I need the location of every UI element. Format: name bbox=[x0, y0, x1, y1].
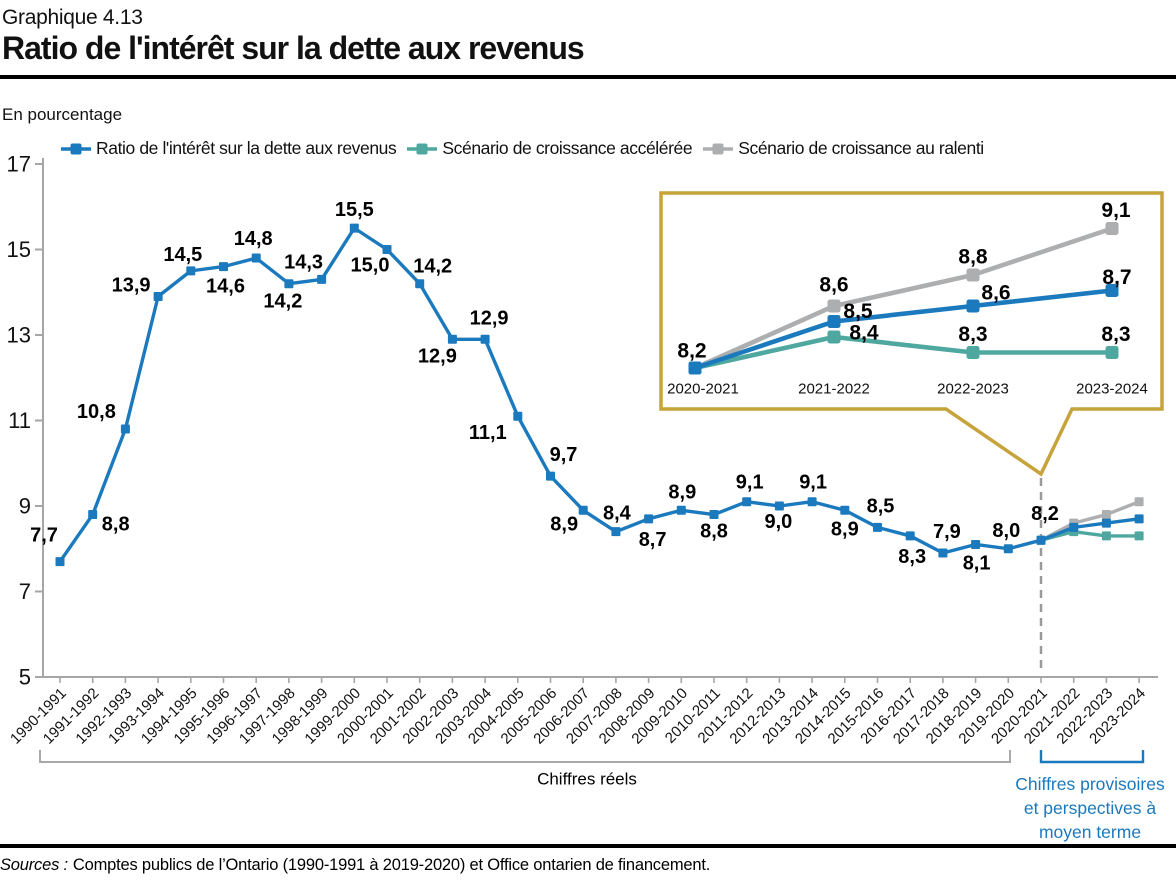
svg-text:7,9: 7,9 bbox=[933, 521, 961, 543]
real-figures-bracket: Chiffres réels bbox=[39, 750, 1011, 789]
svg-text:8,4: 8,4 bbox=[849, 322, 879, 345]
svg-text:8,2: 8,2 bbox=[677, 340, 706, 363]
svg-text:8,6: 8,6 bbox=[981, 282, 1010, 305]
svg-text:14,6: 14,6 bbox=[206, 276, 245, 298]
svg-text:9,1: 9,1 bbox=[799, 472, 827, 494]
sources-prefix: Sources : bbox=[0, 856, 68, 874]
main-series-line: 7,7 8,8 10,8 13,9 14,514,6 14,8 14,2 14,3 15,5 15… bbox=[30, 199, 1144, 574]
svg-text:15,0: 15,0 bbox=[351, 255, 390, 277]
svg-text:8,7: 8,7 bbox=[1102, 266, 1131, 289]
svg-text:9,1: 9,1 bbox=[736, 472, 764, 494]
svg-text:2023-2024: 2023-2024 bbox=[1076, 381, 1148, 398]
svg-text:8,3: 8,3 bbox=[1101, 323, 1130, 346]
unit-label: En pourcentage bbox=[2, 105, 123, 124]
chart-legend: Ratio de l'intérêt sur la dette aux reve… bbox=[60, 138, 984, 159]
legend-item-2: Scénario de croissance au ralenti bbox=[702, 138, 984, 159]
projection-bracket: Chiffres provisoires et perspectives à moy… bbox=[1015, 750, 1165, 842]
svg-text:11,1: 11,1 bbox=[469, 422, 507, 444]
svg-text:13: 13 bbox=[7, 323, 31, 348]
svg-text:14,8: 14,8 bbox=[234, 228, 273, 250]
svg-text:2020-2021: 2020-2021 bbox=[667, 381, 739, 398]
svg-text:Chiffres provisoires: Chiffres provisoires bbox=[1015, 774, 1165, 794]
svg-text:7,7: 7,7 bbox=[30, 525, 58, 547]
legend-marker-icon bbox=[407, 143, 438, 154]
axes: 5 7 9 11 13 15 17 bbox=[7, 152, 1158, 690]
svg-text:10,8: 10,8 bbox=[77, 401, 116, 423]
legend-label: Ratio de l'intérêt sur la dette aux reve… bbox=[96, 138, 397, 158]
svg-text:9: 9 bbox=[19, 494, 31, 519]
inset-panel: 8,6 8,8 9,1 8,4 8,3 8,3 8,2 8,5 8,6 8,7 2020-2021 2… bbox=[659, 191, 1164, 477]
sources-note: Sources : Comptes publics de l’Ontario (1… bbox=[0, 844, 1176, 875]
svg-text:8,9: 8,9 bbox=[550, 513, 578, 535]
svg-text:14,2: 14,2 bbox=[413, 256, 452, 278]
svg-text:8,5: 8,5 bbox=[843, 300, 873, 323]
svg-text:8,7: 8,7 bbox=[639, 529, 667, 551]
svg-text:8,0: 8,0 bbox=[992, 520, 1020, 542]
svg-text:8,8: 8,8 bbox=[700, 521, 728, 543]
svg-text:12,9: 12,9 bbox=[470, 307, 509, 329]
svg-text:9,1: 9,1 bbox=[1101, 199, 1131, 222]
legend-item-0: Ratio de l'intérêt sur la dette aux reve… bbox=[60, 138, 397, 159]
svg-text:17: 17 bbox=[7, 152, 31, 177]
inset-callout-border bbox=[659, 191, 1164, 477]
svg-text:14,3: 14,3 bbox=[284, 251, 323, 273]
svg-text:et perspectives à: et perspectives à bbox=[1024, 798, 1157, 818]
svg-text:8,4: 8,4 bbox=[603, 503, 632, 525]
svg-text:8,8: 8,8 bbox=[102, 514, 130, 536]
svg-text:8,1: 8,1 bbox=[963, 552, 991, 574]
svg-text:8,3: 8,3 bbox=[898, 546, 926, 568]
svg-text:8,6: 8,6 bbox=[819, 274, 848, 297]
x-axis-labels: 1990-19911991-19921992-19931993-19941994… bbox=[7, 685, 1149, 748]
svg-text:7: 7 bbox=[19, 579, 31, 604]
svg-text:15: 15 bbox=[7, 237, 31, 262]
title-rule bbox=[0, 75, 1176, 79]
svg-text:14,5: 14,5 bbox=[163, 244, 202, 266]
legend-label: Scénario de croissance au ralenti bbox=[738, 138, 984, 158]
svg-text:5: 5 bbox=[19, 665, 31, 690]
svg-text:2022-2023: 2022-2023 bbox=[937, 381, 1009, 398]
legend-label: Scénario de croissance accélérée bbox=[442, 138, 693, 158]
inset-main-series-line: 8,2 8,5 8,6 8,7 bbox=[677, 266, 1132, 375]
legend-item-1: Scénario de croissance accélérée bbox=[406, 138, 693, 159]
svg-text:8,2: 8,2 bbox=[1031, 503, 1059, 525]
svg-text:8,9: 8,9 bbox=[831, 518, 859, 540]
svg-text:8,9: 8,9 bbox=[668, 481, 696, 503]
svg-text:12,9: 12,9 bbox=[418, 345, 457, 367]
svg-text:2021-2022: 2021-2022 bbox=[798, 381, 870, 398]
svg-text:14,2: 14,2 bbox=[263, 291, 302, 313]
svg-text:Chiffres réels: Chiffres réels bbox=[537, 770, 637, 789]
figure-title: Ratio de l'intérêt sur la dette aux reve… bbox=[2, 30, 585, 66]
svg-text:8,5: 8,5 bbox=[867, 495, 895, 517]
sources-text: Comptes publics de l’Ontario (1990-1991 … bbox=[72, 856, 711, 874]
svg-text:9,7: 9,7 bbox=[550, 444, 578, 466]
legend-marker-icon bbox=[703, 143, 734, 154]
svg-text:9,0: 9,0 bbox=[764, 511, 792, 533]
legend-marker-icon bbox=[61, 143, 91, 154]
svg-text:13,9: 13,9 bbox=[112, 275, 151, 297]
svg-text:8,3: 8,3 bbox=[958, 323, 987, 346]
svg-text:moyen terme: moyen terme bbox=[1039, 822, 1141, 842]
svg-text:8,8: 8,8 bbox=[958, 246, 988, 269]
svg-text:15,5: 15,5 bbox=[335, 199, 374, 221]
figure-number: Graphique 4.13 bbox=[2, 6, 143, 29]
svg-text:11: 11 bbox=[8, 408, 31, 433]
